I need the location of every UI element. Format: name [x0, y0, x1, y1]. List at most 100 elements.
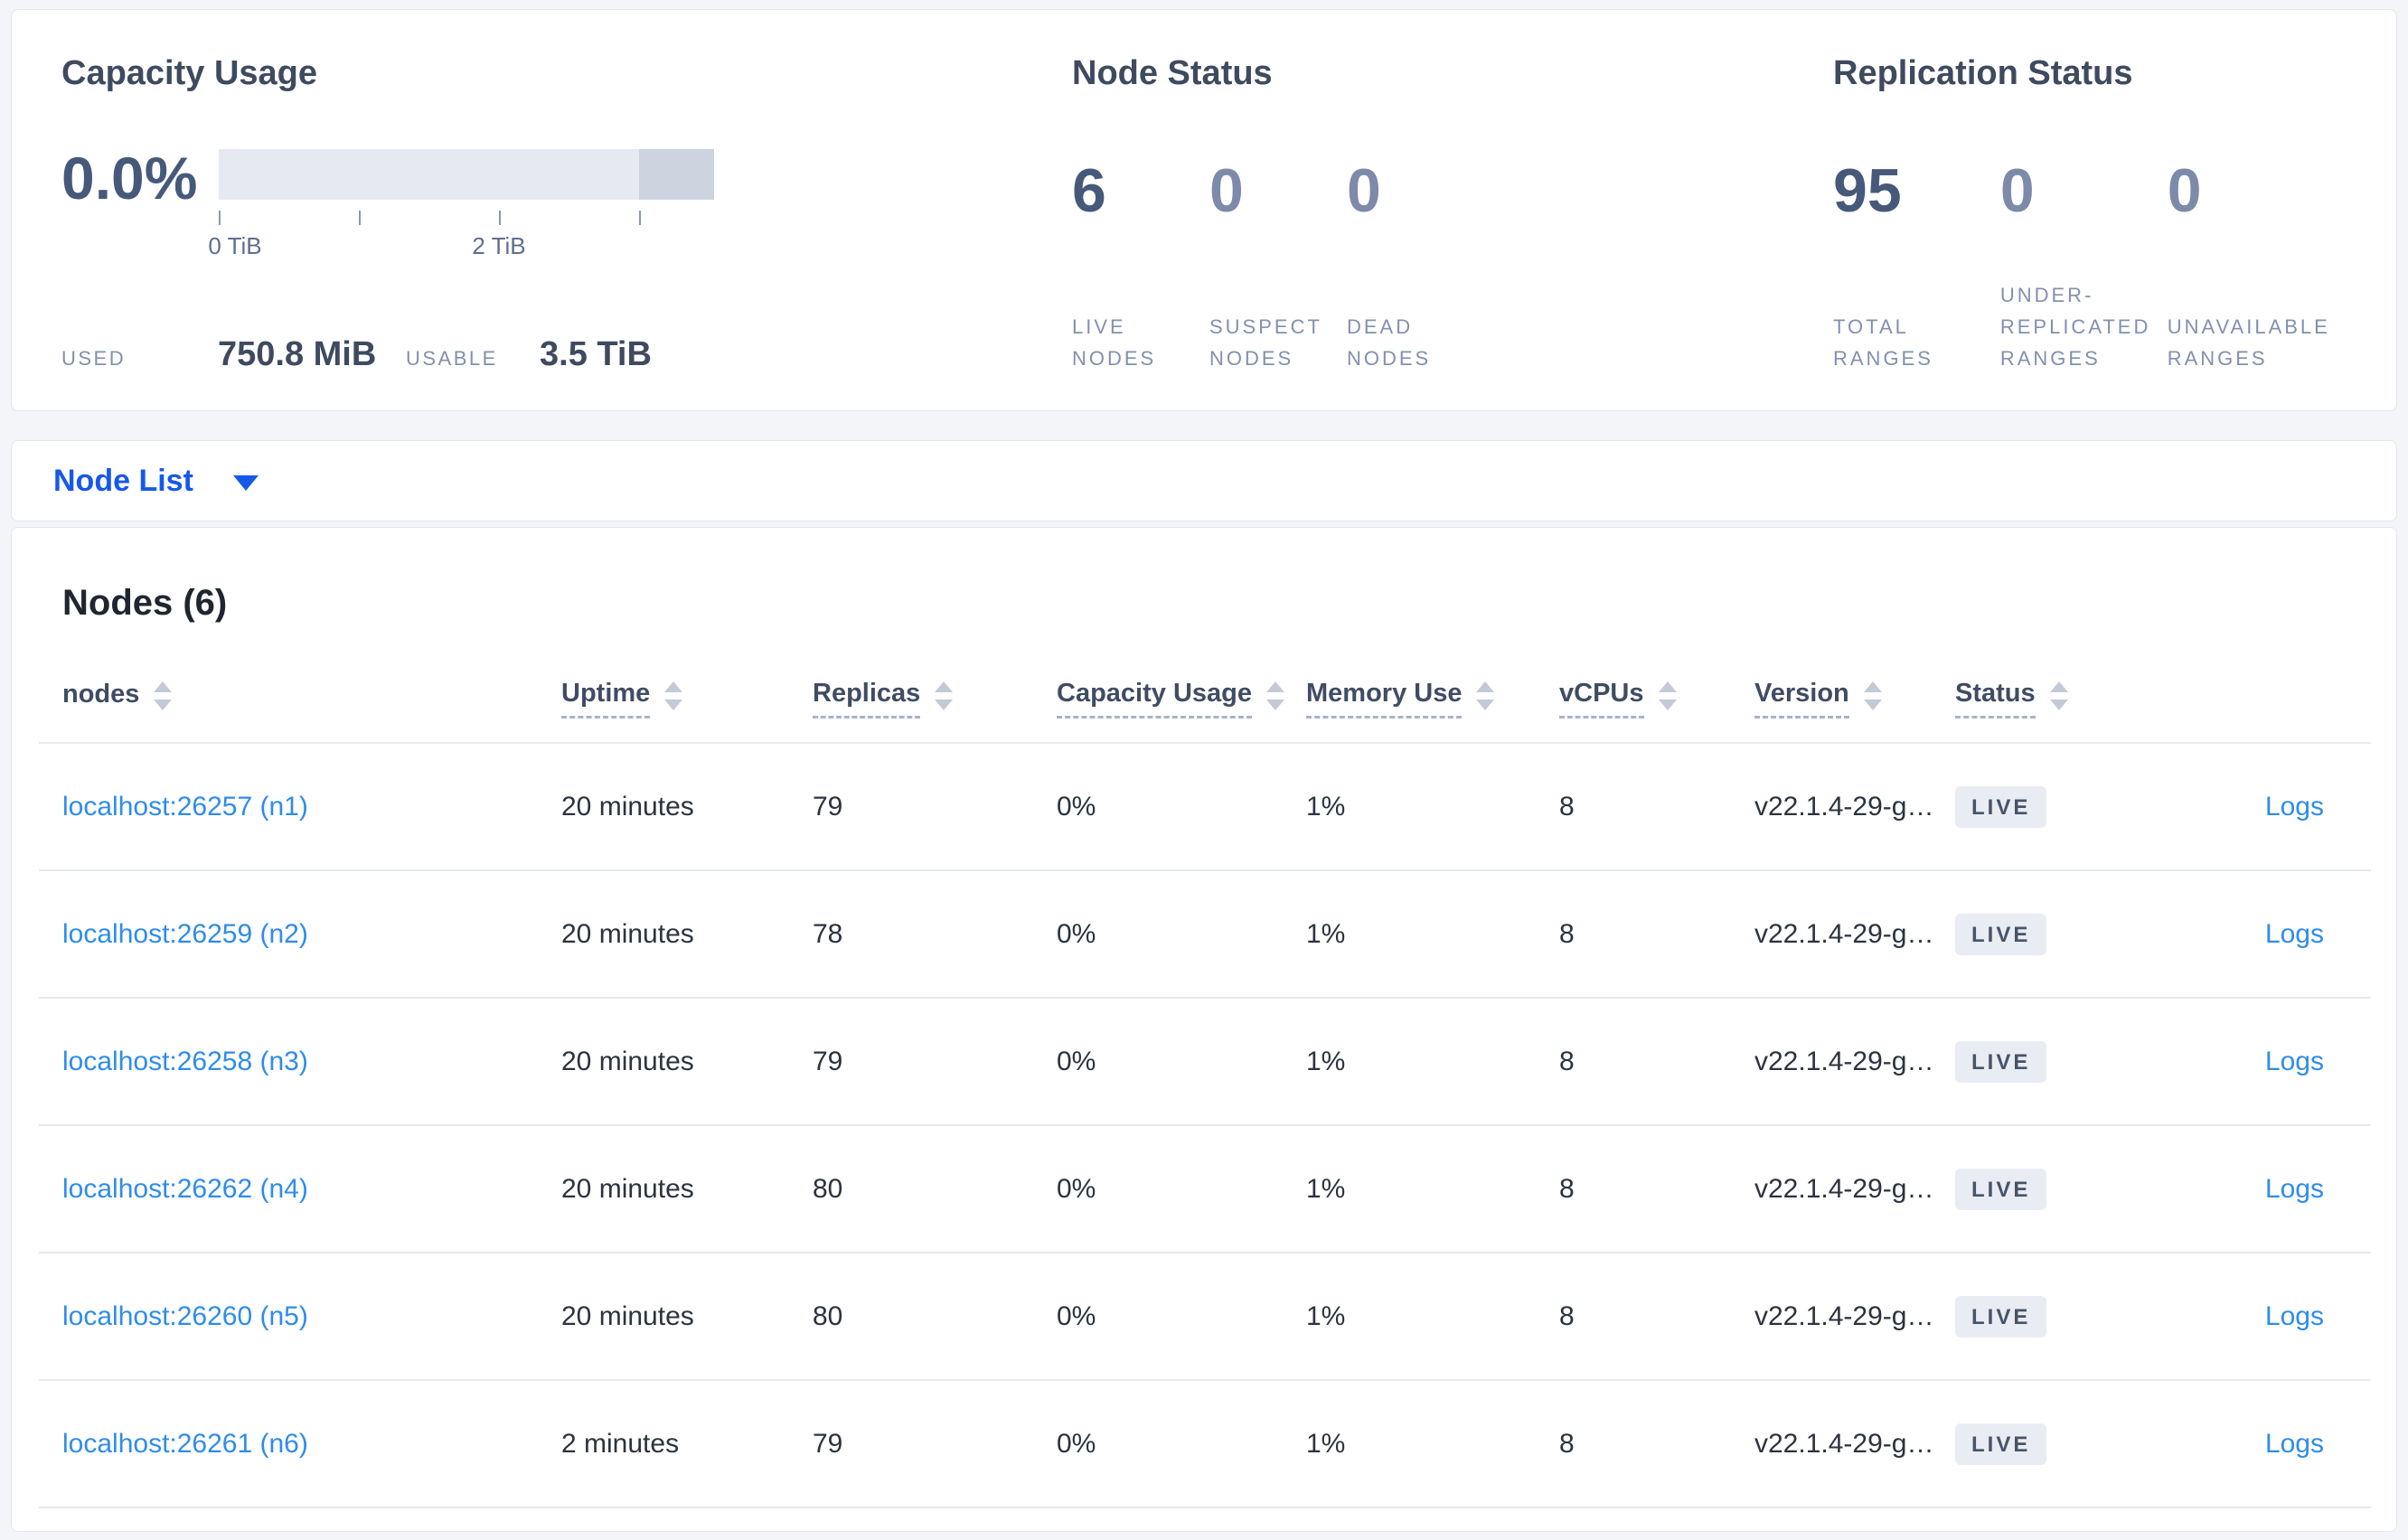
capacity-usage-cell: 0%: [1057, 743, 1306, 871]
under-replicated-ranges-value: 0: [1999, 156, 2035, 225]
vcpus-cell: 8: [1559, 870, 1754, 999]
total-ranges-value: 95: [1833, 156, 1902, 225]
vcpus-cell: 8: [1559, 998, 1754, 1126]
capacity-usage-cell: 0%: [1057, 1125, 1306, 1254]
replicas-cell: 79: [813, 743, 1057, 871]
capacity-usage-title: Capacity Usage: [61, 54, 318, 92]
replicas-cell: 79: [813, 998, 1057, 1126]
capacity-bar-track: [219, 149, 714, 200]
column-header-capacity-usage[interactable]: Capacity Usage: [1057, 654, 1306, 744]
capacity-percent-value: 0.0%: [61, 145, 198, 211]
logs-link[interactable]: Logs: [2264, 1428, 2324, 1459]
memory-use-cell: 1%: [1306, 1125, 1559, 1254]
table-row: localhost:26260 (n5) 20 minutes 80 0% 1%…: [39, 1253, 2371, 1381]
node-status-title: Node Status: [1072, 54, 1273, 92]
nodes-panel: Nodes (6) nodes Uptime: [11, 527, 2397, 1532]
uptime-cell: 20 minutes: [561, 1125, 813, 1254]
logs-link[interactable]: Logs: [2264, 1046, 2324, 1076]
node-link[interactable]: localhost:26260 (n5): [62, 1301, 308, 1331]
status-badge: LIVE: [1955, 785, 2047, 828]
memory-use-cell: 1%: [1306, 1253, 1559, 1381]
sort-icon: [1863, 681, 1882, 710]
vcpus-cell: 8: [1559, 1380, 1754, 1508]
table-header-row: nodes Uptime Replicas: [39, 654, 2371, 744]
total-ranges-metric: 95 TOTAL RANGES: [1833, 108, 2000, 374]
version-cell: v22.1.4-29-g…: [1754, 1253, 1955, 1381]
capacity-usage-cell: 0%: [1057, 998, 1306, 1126]
node-link[interactable]: localhost:26261 (n6): [62, 1428, 308, 1459]
vcpus-cell: 8: [1559, 1125, 1754, 1254]
version-cell: v22.1.4-29-g…: [1754, 998, 1955, 1126]
capacity-usage-cell: 0%: [1057, 1380, 1306, 1508]
replication-status-section: Replication Status 95 TOTAL RANGES 0 UND…: [1833, 10, 2384, 410]
version-cell: v22.1.4-29-g…: [1754, 870, 1955, 999]
under-replicated-ranges-label: UNDER-REPLICATED RANGES: [1999, 284, 2151, 370]
status-badge: LIVE: [1955, 1423, 2047, 1465]
capacity-tick-label-0: 0 TiB: [208, 232, 262, 259]
status-badge: LIVE: [1955, 1168, 2047, 1210]
capacity-tick-1: [359, 211, 361, 225]
unavailable-ranges-metric: 0 UNAVAILABLE RANGES: [2168, 108, 2384, 374]
column-header-nodes[interactable]: nodes: [39, 654, 561, 744]
node-link[interactable]: localhost:26258 (n3): [62, 1046, 308, 1076]
capacity-bar-reserved-segment: [639, 149, 714, 200]
node-list-dropdown[interactable]: Node List: [53, 464, 259, 499]
sort-icon: [2049, 681, 2068, 710]
column-header-vcpus[interactable]: vCPUs: [1559, 654, 1754, 744]
capacity-usage-section: Capacity Usage 0.0% 0 TiB 2 TiB USED 750…: [61, 10, 1011, 410]
node-status-section: Node Status 6 LIVE NODES 0 SUSPECT NODES…: [1072, 10, 1777, 410]
node-link[interactable]: localhost:26257 (n1): [62, 791, 308, 822]
replication-status-title: Replication Status: [1833, 54, 2133, 92]
unavailable-ranges-label: UNAVAILABLE RANGES: [2167, 315, 2330, 370]
version-cell: v22.1.4-29-g…: [1754, 1380, 1955, 1508]
version-cell: v22.1.4-29-g…: [1754, 743, 1955, 871]
logs-link[interactable]: Logs: [2264, 1173, 2324, 1204]
usable-label: USABLE: [406, 347, 498, 370]
sort-icon: [154, 681, 173, 710]
sort-icon: [1658, 681, 1677, 710]
capacity-tick-3: [639, 211, 641, 225]
logs-link[interactable]: Logs: [2264, 791, 2324, 822]
uptime-cell: 20 minutes: [561, 743, 813, 871]
used-label: USED: [61, 347, 127, 370]
dead-nodes-metric: 0 DEAD NODES: [1347, 108, 1484, 374]
sort-icon: [664, 681, 683, 710]
table-row: localhost:26259 (n2) 20 minutes 78 0% 1%…: [39, 870, 2371, 999]
column-header-replicas[interactable]: Replicas: [813, 654, 1057, 744]
live-nodes-label: LIVE NODES: [1072, 315, 1157, 370]
uptime-cell: 20 minutes: [561, 870, 813, 999]
node-list-dropdown-label: Node List: [53, 463, 193, 498]
logs-link[interactable]: Logs: [2264, 1301, 2324, 1331]
column-header-memory-use[interactable]: Memory Use: [1306, 654, 1559, 744]
column-header-status[interactable]: Status: [1955, 654, 2188, 744]
memory-use-cell: 1%: [1306, 998, 1559, 1126]
column-header-version[interactable]: Version: [1754, 654, 1955, 744]
capacity-tick-2: [499, 211, 501, 225]
node-link[interactable]: localhost:26262 (n4): [62, 1173, 308, 1204]
live-nodes-value: 6: [1072, 156, 1106, 225]
suspect-nodes-metric: 0 SUSPECT NODES: [1209, 108, 1347, 374]
suspect-nodes-label: SUSPECT NODES: [1209, 315, 1322, 370]
usable-value: 3.5 TiB: [540, 335, 652, 373]
column-header-uptime[interactable]: Uptime: [561, 654, 813, 744]
capacity-usage-summary: USED 750.8 MiB USABLE 3.5 TiB: [61, 335, 1011, 374]
sort-icon: [1266, 681, 1284, 710]
nodes-table: nodes Uptime Replicas: [39, 654, 2371, 1508]
under-replicated-ranges-metric: 0 UNDER-REPLICATED RANGES: [2000, 108, 2168, 374]
memory-use-cell: 1%: [1306, 1380, 1559, 1508]
memory-use-cell: 1%: [1306, 870, 1559, 999]
column-header-logs: [2188, 654, 2371, 744]
capacity-usage-bar: 0 TiB 2 TiB: [208, 149, 714, 259]
logs-link[interactable]: Logs: [2264, 918, 2324, 949]
node-link[interactable]: localhost:26259 (n2): [62, 918, 308, 949]
unavailable-ranges-value: 0: [2167, 156, 2202, 225]
capacity-usage-cell: 0%: [1057, 870, 1306, 999]
status-badge: LIVE: [1955, 1295, 2047, 1338]
table-row: localhost:26258 (n3) 20 minutes 79 0% 1%…: [39, 998, 2371, 1126]
replicas-cell: 78: [813, 870, 1057, 999]
cluster-summary-panel: Capacity Usage 0.0% 0 TiB 2 TiB USED 750…: [11, 9, 2397, 411]
node-list-dropdown-bar: Node List: [11, 440, 2397, 521]
capacity-tick-label-2: 2 TiB: [472, 232, 526, 259]
capacity-usage-gauge: 0.0% 0 TiB 2 TiB: [61, 142, 1011, 259]
replicas-cell: 80: [813, 1253, 1057, 1381]
